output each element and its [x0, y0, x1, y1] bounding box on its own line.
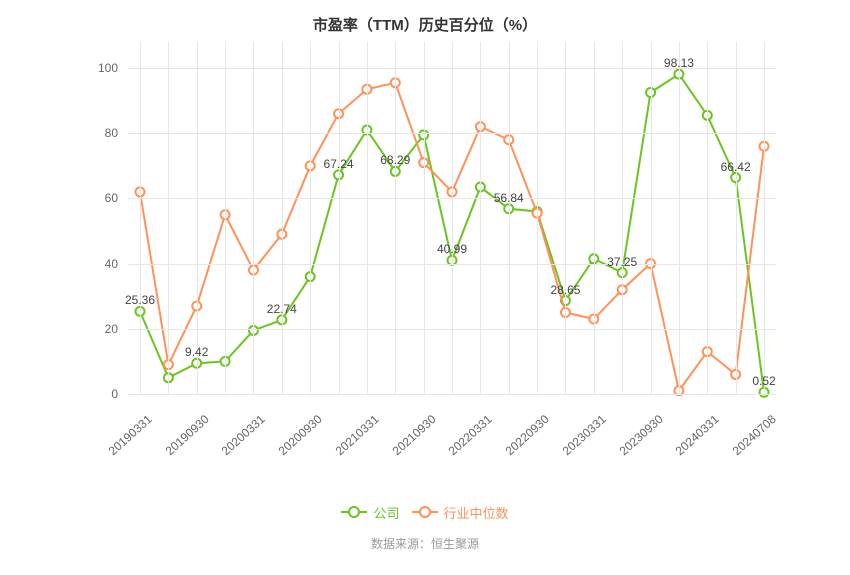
x-gridline: [679, 42, 680, 394]
point-label: 0.52: [752, 374, 775, 388]
x-tick-label: 20200930: [276, 412, 325, 458]
legend-label: 行业中位数: [444, 503, 509, 522]
x-tick-label: 20220930: [503, 412, 552, 458]
legend: 公司 行业中位数: [0, 500, 850, 522]
x-gridline: [282, 42, 283, 394]
x-gridline: [736, 42, 737, 394]
x-tick-label: 20240708: [730, 412, 779, 458]
x-gridline: [594, 42, 595, 394]
x-gridline: [651, 42, 652, 394]
y-tick-label: 20: [105, 322, 118, 336]
y-tick-label: 100: [98, 61, 118, 75]
x-gridline: [253, 42, 254, 394]
y-gridline: [128, 394, 776, 395]
point-label: 68.29: [380, 153, 410, 167]
point-label: 40.99: [437, 242, 467, 256]
x-gridline: [480, 42, 481, 394]
legend-marker: [412, 511, 438, 513]
x-tick-label: 20230930: [616, 412, 665, 458]
x-gridline: [395, 42, 396, 394]
y-tick-label: 60: [105, 191, 118, 205]
x-tick-label: 20220331: [446, 412, 495, 458]
y-tick-label: 80: [105, 126, 118, 140]
x-gridline: [424, 42, 425, 394]
x-tick-label: 20240331: [673, 412, 722, 458]
point-label: 9.42: [185, 345, 208, 359]
x-gridline: [565, 42, 566, 394]
point-label: 98.13: [664, 56, 694, 70]
chart-container: 市盈率（TTM）历史百分位（%） 02040608010020190331201…: [0, 0, 850, 575]
x-gridline: [537, 42, 538, 394]
y-tick-label: 0: [111, 387, 118, 401]
x-gridline: [225, 42, 226, 394]
x-gridline: [707, 42, 708, 394]
legend-label: 公司: [373, 503, 399, 522]
legend-marker: [341, 511, 367, 513]
x-tick-label: 20200331: [219, 412, 268, 458]
x-gridline: [168, 42, 169, 394]
x-gridline: [310, 42, 311, 394]
x-tick-label: 20190331: [106, 412, 155, 458]
y-tick-label: 40: [105, 257, 118, 271]
x-gridline: [509, 42, 510, 394]
x-gridline: [140, 42, 141, 394]
x-gridline: [622, 42, 623, 394]
x-tick-label: 20210930: [389, 412, 438, 458]
x-gridline: [367, 42, 368, 394]
chart-title: 市盈率（TTM）历史百分位（%）: [0, 14, 850, 35]
legend-item: 行业中位数: [412, 503, 509, 522]
data-source: 数据来源：恒生聚源: [0, 535, 850, 552]
x-gridline: [452, 42, 453, 394]
legend-item: 公司: [341, 503, 399, 522]
x-tick-label: 20230331: [559, 412, 608, 458]
plot-area: 0204060801002019033120190930202003312020…: [128, 42, 776, 394]
x-gridline: [764, 42, 765, 394]
x-gridline: [339, 42, 340, 394]
x-tick-label: 20210331: [333, 412, 382, 458]
point-label: 67.24: [324, 157, 354, 171]
point-label: 25.36: [125, 293, 155, 307]
point-label: 66.42: [721, 159, 751, 173]
point-label: 56.84: [494, 191, 524, 205]
x-tick-label: 20190930: [162, 412, 211, 458]
x-gridline: [197, 42, 198, 394]
point-label: 22.74: [267, 302, 297, 316]
point-label: 37.25: [607, 254, 637, 268]
point-label: 28.65: [550, 282, 580, 296]
